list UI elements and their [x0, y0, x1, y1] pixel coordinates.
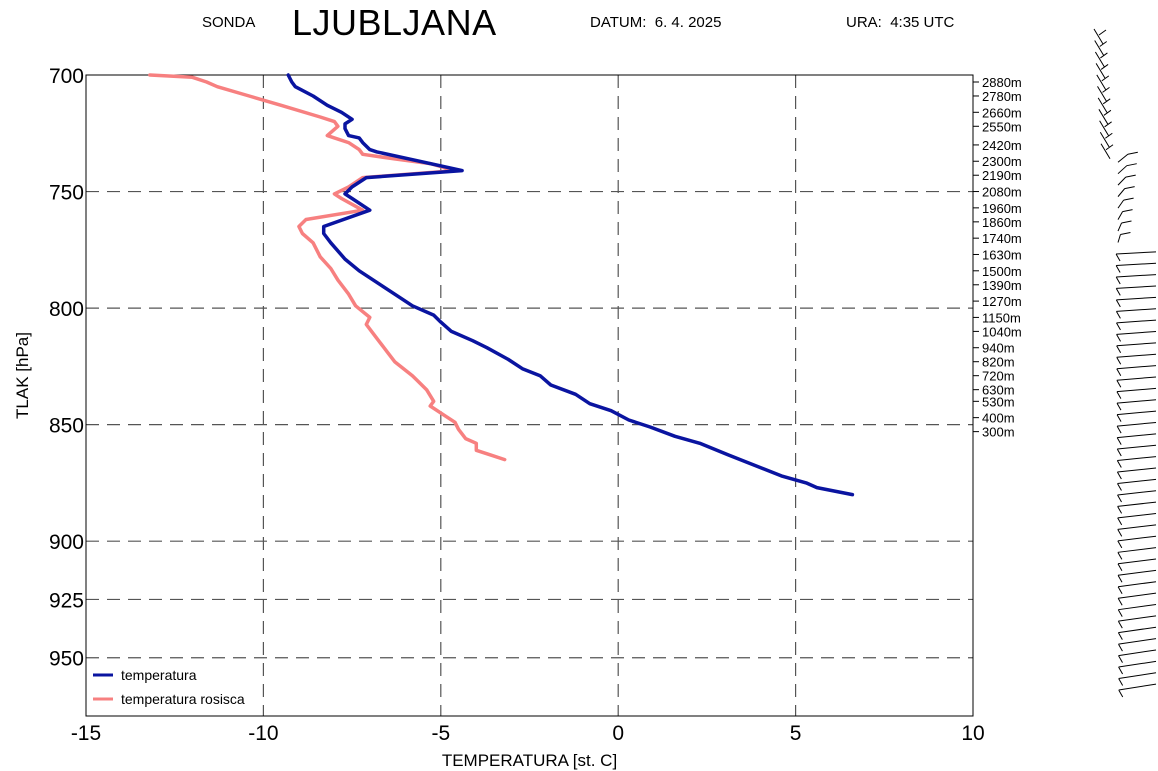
- date-value: 6. 4. 2025: [654, 14, 722, 31]
- y-axis-ticks: 700 750 800 850 900 925 950: [49, 65, 84, 671]
- height-label: 1960m: [982, 201, 1022, 216]
- height-label: 2080m: [982, 185, 1022, 200]
- x-axis-label: TEMPERATURA [st. C]: [442, 751, 617, 770]
- height-label: 530m: [982, 394, 1015, 409]
- height-label: 1270m: [982, 294, 1022, 309]
- x-tick-label: -15: [71, 722, 101, 745]
- time-info: URA: 4:35 UTC: [846, 14, 954, 31]
- y-tick-label: 850: [49, 415, 84, 438]
- height-label: 820m: [982, 355, 1015, 370]
- time-value: 4:35 UTC: [890, 14, 955, 31]
- wind-barb-glyphs: [1093, 28, 1157, 698]
- height-label: 2550m: [982, 119, 1022, 134]
- height-label: 1860m: [982, 215, 1022, 230]
- height-label: 300m: [982, 425, 1015, 440]
- height-label: 1630m: [982, 247, 1022, 262]
- series-line-temperatura: [286, 73, 855, 497]
- height-label: 720m: [982, 369, 1015, 384]
- station-name: LJUBLJANA: [292, 2, 497, 43]
- x-tick-label: -5: [431, 722, 450, 745]
- height-label: 2300m: [982, 154, 1022, 169]
- y-tick-label: 800: [49, 298, 84, 321]
- height-label: 2420m: [982, 138, 1022, 153]
- x-tick-label: 0: [612, 722, 624, 745]
- legend-label-temperatura-rosisca: temperatura rosisca: [121, 691, 245, 707]
- x-tick-label: 5: [790, 722, 802, 745]
- legend-label-temperatura: temperatura: [121, 667, 197, 683]
- height-label: 2880m: [982, 75, 1022, 90]
- grid: [86, 75, 973, 716]
- height-label: 1150m: [982, 310, 1021, 325]
- series-line-temperatura-rosisca: [148, 73, 507, 462]
- height-label: 630m: [982, 383, 1015, 398]
- x-axis-ticks: -15 -10 -5 0 5 10: [71, 722, 985, 745]
- x-tick-label: -10: [248, 722, 278, 745]
- height-label: 1040m: [982, 324, 1022, 339]
- height-label: 2780m: [982, 89, 1022, 104]
- y-tick-label: 900: [49, 531, 84, 554]
- height-label: 400m: [982, 411, 1015, 426]
- y-tick-label: 925: [49, 589, 84, 612]
- y-axis-label: TLAK [hPa]: [13, 332, 32, 419]
- plot-frame: [85, 74, 974, 717]
- date-label: DATUM:: [590, 14, 647, 31]
- y-tick-label: 700: [49, 65, 84, 88]
- height-label: 2660m: [982, 105, 1022, 120]
- time-label: URA:: [846, 14, 882, 31]
- y-tick-label: 750: [49, 182, 84, 205]
- height-label: 2190m: [982, 168, 1022, 183]
- wind-barbs: [1093, 28, 1157, 698]
- chart-header: SONDA LJUBLJANA DATUM: 6. 4. 2025 URA: 4…: [0, 0, 1158, 50]
- y-tick-label: 950: [49, 648, 84, 671]
- legend: temperatura temperatura rosisca: [93, 667, 245, 707]
- height-label: 1390m: [982, 278, 1022, 293]
- height-label: 940m: [982, 341, 1015, 356]
- height-label: 1500m: [982, 264, 1022, 279]
- series-layer: [148, 73, 855, 497]
- x-tick-label: 10: [961, 722, 984, 745]
- station-label: SONDA: [202, 14, 256, 31]
- height-label: 1740m: [982, 231, 1022, 246]
- date-info: DATUM: 6. 4. 2025: [590, 14, 721, 31]
